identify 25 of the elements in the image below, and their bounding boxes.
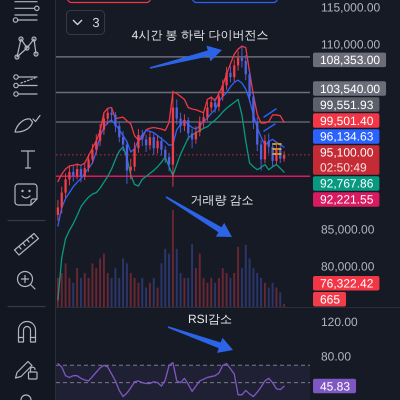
- ref-line-label: 95,100.00: [320, 146, 374, 160]
- y-tick-label: 120.00: [321, 314, 358, 329]
- text: 92,767.86: [320, 176, 374, 191]
- line-series: [57, 80, 285, 227]
- text: 96,134.63: [320, 130, 374, 144]
- line-series: [57, 45, 285, 182]
- text: 76,322.42: [320, 276, 374, 291]
- ref-line-label: 92,221.55: [320, 192, 374, 207]
- text: 45.83: [320, 379, 350, 394]
- text: 99,501.40: [320, 114, 374, 128]
- ref-line-label: 103,540.00: [320, 82, 380, 96]
- ref-line-label: 108,353.00: [320, 53, 380, 68]
- y-tick-label: 80.00: [321, 350, 352, 364]
- annotation: 3: [92, 15, 100, 30]
- text: 665: [320, 292, 340, 306]
- annotation: 거래량 감소: [190, 193, 254, 207]
- annotation: RSI감소: [188, 312, 232, 326]
- annotation: 4시간 봉 하락 다이버전스: [132, 28, 268, 42]
- y-tick-label: 85,000.00: [321, 222, 375, 237]
- line-series: [57, 362, 285, 398]
- ref-line-label: 99,551.93: [320, 98, 374, 112]
- y-tick-label: 115,000.00: [321, 0, 380, 15]
- text: 02:50:49: [320, 160, 368, 175]
- y-tick-label: 80,000.00: [321, 260, 375, 274]
- y-tick-label: 110,000.00: [321, 38, 380, 52]
